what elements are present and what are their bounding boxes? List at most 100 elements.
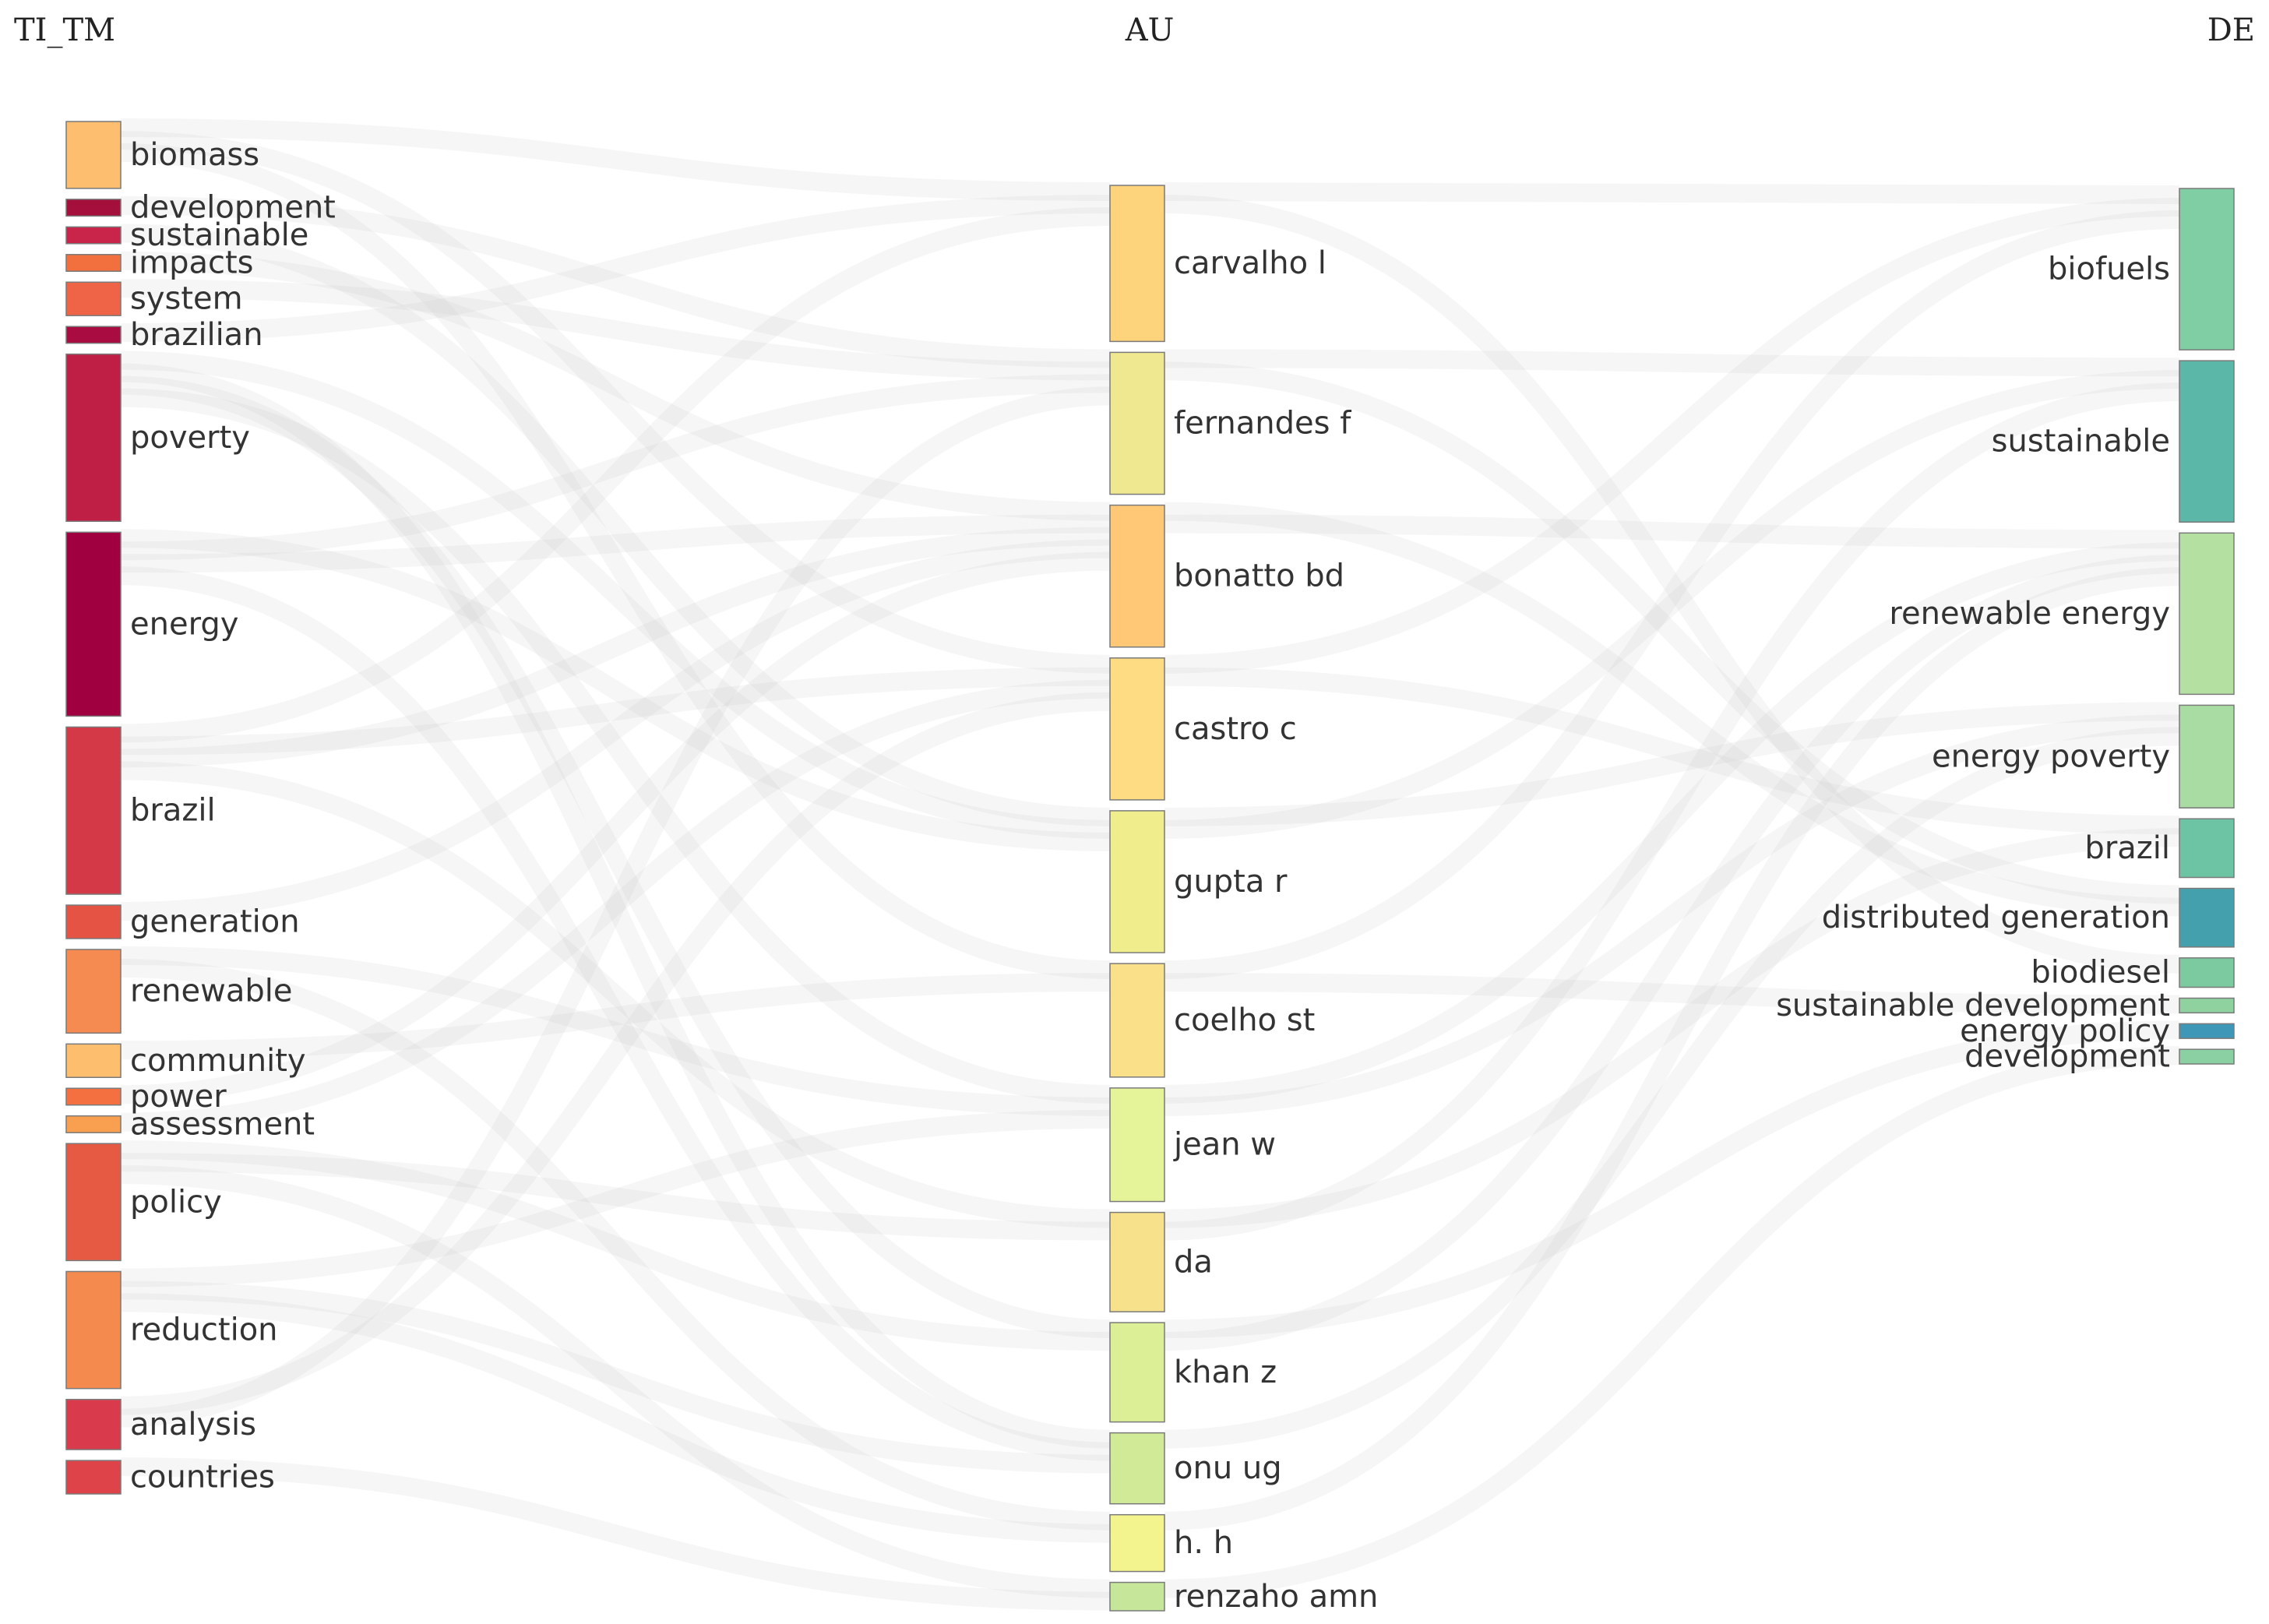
link-poverty-to-onu-ug[interactable] [120, 363, 1111, 1449]
node-bar[interactable] [2179, 360, 2235, 523]
node-ti-tm-biomass[interactable]: biomass [65, 121, 259, 189]
node-bar[interactable] [2179, 818, 2235, 879]
node-de-development[interactable]: development [1964, 1039, 2235, 1075]
node-au-gupta-r[interactable]: gupta r [1109, 810, 1288, 953]
link-carvalho-l-to-biodiesel[interactable] [1164, 195, 2180, 974]
node-au-castro-c[interactable]: castro c [1109, 657, 1297, 801]
link-biomass-to-carvalho-l[interactable] [120, 118, 1111, 201]
link-reduction-to-jean-w[interactable] [120, 1109, 1111, 1288]
node-bar[interactable] [65, 254, 122, 273]
link-brazil-to-da[interactable] [120, 761, 1111, 1228]
node-bar[interactable] [65, 226, 122, 245]
node-au-fernandes-f[interactable]: fernandes f [1109, 351, 1351, 495]
node-bar[interactable] [65, 1115, 122, 1133]
node-bar[interactable] [1109, 351, 1165, 495]
node-bar[interactable] [65, 281, 122, 316]
node-bar[interactable] [65, 1143, 122, 1262]
node-ti-tm-community[interactable]: community [65, 1043, 306, 1079]
node-bar[interactable] [65, 1398, 122, 1450]
link-khan-z-to-energy-policy[interactable] [1164, 1020, 2180, 1339]
node-bar[interactable] [65, 949, 122, 1034]
link-carvalho-l-to-biofuels[interactable] [1164, 182, 2180, 204]
link-coelho-st-to-biofuels[interactable] [1164, 210, 2180, 980]
link-countries-to-renzaho-amn[interactable] [120, 1457, 1111, 1611]
node-bar[interactable] [1109, 1513, 1165, 1573]
node-bar[interactable] [2179, 704, 2235, 808]
node-ti-tm-policy[interactable]: policy [65, 1143, 222, 1262]
node-bar[interactable] [2179, 532, 2235, 696]
node-ti-tm-renewable[interactable]: renewable [65, 949, 292, 1034]
node-au-onu-ug[interactable]: onu ug [1109, 1432, 1282, 1505]
node-bar[interactable] [65, 1087, 122, 1106]
node-bar[interactable] [65, 1460, 122, 1495]
node-bar[interactable] [1109, 1581, 1165, 1612]
node-bar[interactable] [1109, 504, 1165, 648]
node-bar[interactable] [65, 904, 122, 939]
node-ti-tm-system[interactable]: system [65, 281, 243, 317]
node-au-jean-w[interactable]: jean w [1109, 1087, 1276, 1203]
link-jean-w-to-renewable-energy[interactable] [1164, 542, 2180, 1104]
node-au-khan-z[interactable]: khan z [1109, 1322, 1277, 1423]
link-generation-to-bonatto-bd[interactable] [120, 539, 1111, 921]
node-ti-tm-sustainable[interactable]: sustainable [65, 217, 308, 253]
link-fernandes-f-to-sustainable[interactable] [1164, 349, 2180, 377]
node-bar[interactable] [1109, 1322, 1165, 1423]
node-ti-tm-brazilian[interactable]: brazilian [65, 317, 263, 353]
node-bar[interactable] [65, 353, 122, 523]
link-da-to-sustainable[interactable] [1164, 382, 2180, 1241]
link-system-to-fernandes-f[interactable] [120, 279, 1111, 381]
node-bar[interactable] [2179, 1048, 2235, 1065]
node-bar[interactable] [65, 1270, 122, 1390]
link-analysis-to-fernandes-f[interactable] [120, 386, 1111, 1428]
node-bar[interactable] [65, 121, 122, 189]
node-bar[interactable] [65, 726, 122, 895]
link-poverty-to-khan-z[interactable] [120, 375, 1111, 1339]
node-ti-tm-reduction[interactable]: reduction [65, 1270, 278, 1390]
link-policy-to-renzaho-amn[interactable] [120, 1165, 1111, 1598]
link-gupta-r-to-sustainable[interactable] [1164, 370, 2180, 839]
link-jean-w-to-energy-poverty[interactable] [1164, 714, 2180, 1116]
node-de-renewable-energy[interactable]: renewable energy [1889, 532, 2235, 696]
node-ti-tm-analysis[interactable]: analysis [65, 1398, 256, 1450]
link-development-to-fernandes-f[interactable] [120, 196, 1111, 368]
node-bar[interactable] [65, 199, 122, 217]
link-castro-c-to-brazil[interactable] [1164, 667, 2180, 835]
link-brazil-to-bonatto-bd[interactable] [120, 527, 1111, 768]
node-bar[interactable] [2179, 887, 2235, 948]
node-au-carvalho-l[interactable]: carvalho l [1109, 185, 1327, 343]
link-fernandes-f-to-distributed-generation[interactable] [1164, 361, 2180, 904]
node-bar[interactable] [2179, 1023, 2235, 1039]
link-gupta-r-to-energy-poverty[interactable] [1164, 702, 2180, 826]
node-au-da[interactable]: da [1109, 1211, 1213, 1312]
node-ti-tm-power[interactable]: power [65, 1079, 227, 1115]
node-au-h-h[interactable]: h. h [1109, 1513, 1233, 1573]
node-de-energy-poverty[interactable]: energy poverty [1932, 704, 2235, 808]
node-au-renzaho-amn[interactable]: renzaho amn [1109, 1579, 1378, 1615]
node-de-sustainable[interactable]: sustainable [1992, 360, 2235, 523]
node-bar[interactable] [1109, 1087, 1165, 1203]
node-bar[interactable] [1109, 810, 1165, 953]
link-energy-to-fernandes-f[interactable] [120, 374, 1111, 561]
link-brazil-to-carvalho-l[interactable] [120, 207, 1111, 743]
link-h-h-to-renewable-energy[interactable] [1164, 567, 2180, 1531]
node-de-energy-policy[interactable]: energy policy [1960, 1013, 2235, 1049]
link-khan-z-to-renewable-energy[interactable] [1164, 555, 2180, 1351]
node-au-bonatto-bd[interactable]: bonatto bd [1109, 504, 1344, 648]
link-reduction-to-h-h[interactable] [120, 1293, 1111, 1543]
link-biomass-to-coelho-st[interactable] [120, 143, 1111, 980]
node-de-sustainable-development[interactable]: sustainable development [1776, 988, 2235, 1023]
node-de-brazil[interactable]: brazil [2084, 818, 2235, 879]
node-bar[interactable] [2179, 188, 2235, 351]
node-de-biofuels[interactable]: biofuels [2048, 188, 2235, 351]
node-bar[interactable] [1109, 1211, 1165, 1312]
link-policy-to-khan-z[interactable] [120, 1140, 1111, 1351]
node-au-coelho-st[interactable]: coelho st [1109, 963, 1315, 1078]
link-da-to-brazil[interactable] [1164, 828, 2180, 1228]
node-ti-tm-brazil[interactable]: brazil [65, 726, 216, 895]
node-bar[interactable] [65, 326, 122, 344]
link-impacts-to-bonatto-bd[interactable] [120, 251, 1111, 521]
node-de-biodiesel[interactable]: biodiesel [2031, 955, 2235, 991]
node-bar[interactable] [1109, 185, 1165, 343]
link-energy-to-bonatto-bd[interactable] [120, 514, 1111, 573]
link-policy-to-da[interactable] [120, 1153, 1111, 1241]
